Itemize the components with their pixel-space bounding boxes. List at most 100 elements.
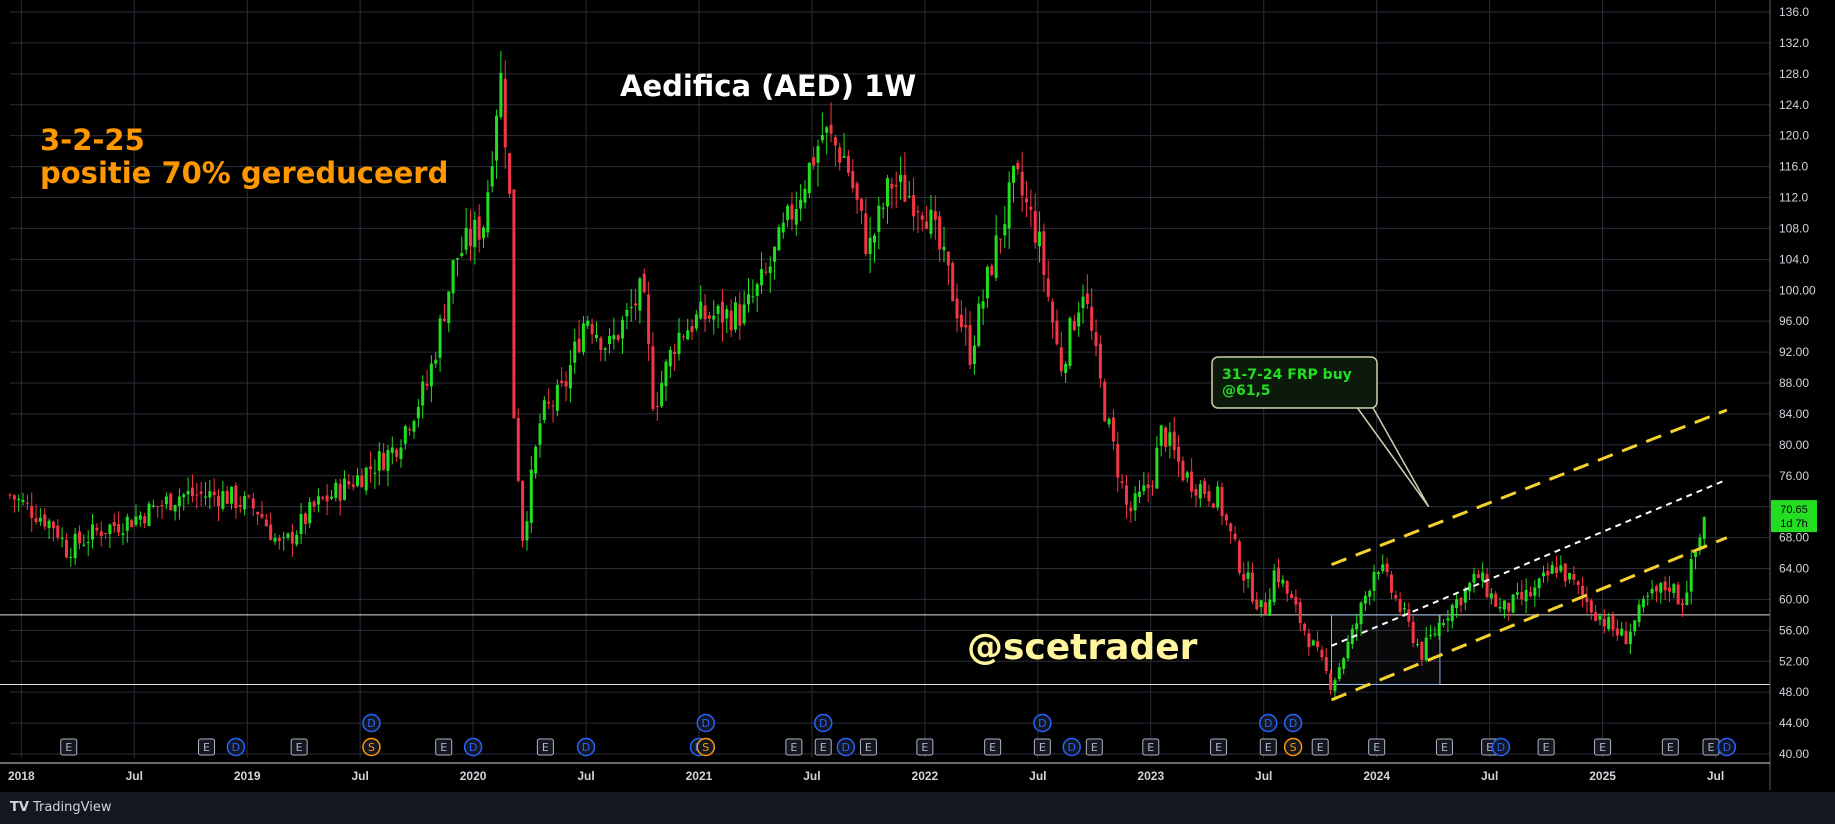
event-marker-e[interactable]: E bbox=[1661, 738, 1679, 756]
event-marker-e[interactable]: E bbox=[435, 738, 453, 756]
event-marker-s[interactable]: S bbox=[1283, 737, 1303, 757]
candle bbox=[1689, 549, 1693, 605]
candle bbox=[1164, 425, 1168, 452]
candle bbox=[1185, 470, 1189, 483]
candle bbox=[1263, 592, 1267, 615]
event-marker-e[interactable]: E bbox=[1435, 738, 1453, 756]
candle bbox=[677, 317, 681, 361]
channel-upper-line[interactable] bbox=[1330, 408, 1728, 567]
candle bbox=[1250, 562, 1254, 604]
candle bbox=[1581, 576, 1585, 608]
event-marker-d[interactable]: D bbox=[813, 713, 833, 733]
candle bbox=[655, 391, 659, 421]
callout-line-2: @61,5 bbox=[1222, 383, 1271, 399]
event-marker-e[interactable]: E bbox=[916, 738, 934, 756]
candle bbox=[521, 479, 525, 548]
y-tick-label: 128.0 bbox=[1779, 67, 1809, 81]
event-marker-e[interactable]: E bbox=[1537, 738, 1555, 756]
event-marker-e[interactable]: E bbox=[859, 738, 877, 756]
event-marker-e[interactable]: E bbox=[1368, 738, 1386, 756]
channel-lower-line[interactable] bbox=[1330, 536, 1728, 702]
candle bbox=[990, 263, 994, 277]
event-marker-d[interactable]: D bbox=[362, 713, 381, 733]
candle bbox=[916, 205, 920, 233]
event-marker-d[interactable]: D bbox=[1258, 713, 1278, 733]
candle bbox=[1333, 677, 1337, 701]
candle bbox=[1311, 639, 1315, 646]
event-marker-e[interactable]: E bbox=[60, 738, 78, 756]
candle bbox=[1277, 558, 1281, 589]
x-tick-label: 2019 bbox=[234, 769, 261, 783]
candle bbox=[151, 499, 155, 509]
event-marker-e[interactable]: E bbox=[198, 738, 216, 756]
event-marker-e[interactable]: E bbox=[536, 738, 554, 756]
candle bbox=[1520, 580, 1524, 606]
candle bbox=[1646, 592, 1650, 606]
candle bbox=[773, 246, 777, 280]
event-marker-e[interactable]: E bbox=[785, 738, 803, 756]
event-marker-d[interactable]: D bbox=[1717, 737, 1737, 757]
event-marker-d[interactable]: D bbox=[463, 737, 483, 757]
candle bbox=[720, 289, 724, 342]
candle bbox=[482, 225, 486, 249]
event-marker-e[interactable]: E bbox=[984, 738, 1002, 756]
price-chart[interactable]: EEDEDSEDEDDDSEDEDEEEDEDEEEDDESEEEEDEEEED… bbox=[0, 0, 1835, 792]
candle bbox=[1563, 562, 1567, 588]
candle bbox=[395, 447, 399, 463]
event-marker-s[interactable]: S bbox=[362, 737, 381, 757]
tradingview-logo[interactable]: TV TradingView bbox=[10, 800, 111, 815]
event-marker-e[interactable]: E bbox=[1142, 738, 1160, 756]
candle bbox=[920, 211, 924, 232]
candle bbox=[1142, 472, 1146, 496]
event-marker-d[interactable]: D bbox=[1491, 737, 1511, 757]
event-marker-e[interactable]: E bbox=[1259, 738, 1277, 756]
event-markers: EEDEDSEDEDDDSEDEDEEEDEDEEEDDESEEEEDEEEED bbox=[60, 713, 1737, 757]
candle bbox=[1229, 522, 1233, 544]
candle bbox=[1233, 526, 1237, 542]
candle bbox=[1137, 480, 1141, 504]
event-marker-e[interactable]: E bbox=[1311, 738, 1329, 756]
candle bbox=[998, 238, 1002, 254]
event-marker-d[interactable]: D bbox=[836, 737, 856, 757]
event-marker-d[interactable]: D bbox=[226, 737, 246, 757]
candle bbox=[438, 314, 442, 372]
y-axis[interactable]: 136.0 132.0 128.0 124.0 120.0 116.0 112.0 108.0… bbox=[1769, 0, 1816, 790]
event-marker-e[interactable]: E bbox=[1085, 738, 1103, 756]
candle bbox=[703, 294, 707, 333]
candle bbox=[1559, 555, 1563, 574]
candle bbox=[273, 533, 277, 545]
candle bbox=[1381, 554, 1385, 574]
svg-text:E: E bbox=[296, 741, 303, 754]
candle bbox=[503, 60, 507, 169]
candle bbox=[1146, 472, 1150, 503]
candle bbox=[1481, 562, 1485, 588]
event-marker-e[interactable]: E bbox=[1210, 738, 1228, 756]
event-marker-e[interactable]: E bbox=[1594, 738, 1612, 756]
candle bbox=[899, 156, 903, 200]
candle bbox=[1446, 609, 1450, 633]
y-tick-label: 64.00 bbox=[1779, 562, 1809, 576]
event-marker-e[interactable]: E bbox=[1702, 738, 1720, 756]
event-marker-d[interactable]: D bbox=[1062, 737, 1081, 757]
event-marker-d[interactable]: D bbox=[1283, 713, 1303, 733]
svg-text:E: E bbox=[865, 741, 872, 754]
tradingview-mark-icon: TV bbox=[10, 800, 29, 815]
candle bbox=[872, 233, 876, 263]
candle bbox=[1585, 586, 1589, 614]
candle bbox=[1667, 575, 1671, 602]
candle bbox=[877, 197, 881, 250]
event-marker-e[interactable]: E bbox=[1033, 738, 1051, 756]
event-marker-d[interactable]: D bbox=[576, 737, 596, 757]
event-marker-e[interactable]: E bbox=[814, 738, 832, 756]
candle bbox=[82, 534, 86, 547]
x-axis[interactable]: 2018 Jul 2019 Jul 2020 Jul 2021 Jul 2022 Jul 2023 J… bbox=[0, 762, 1770, 783]
channel-mid-line[interactable] bbox=[1331, 478, 1728, 647]
candle bbox=[1237, 539, 1241, 576]
event-marker-d[interactable]: D bbox=[1033, 713, 1052, 733]
candle bbox=[594, 321, 598, 342]
event-marker-e[interactable]: E bbox=[290, 738, 308, 756]
event-marker-d[interactable]: D bbox=[696, 713, 716, 733]
callout[interactable]: 31-7-24 FRP buy @61,5 bbox=[1211, 356, 1378, 409]
event-marker-s[interactable]: S bbox=[696, 737, 716, 757]
candle bbox=[581, 315, 585, 356]
